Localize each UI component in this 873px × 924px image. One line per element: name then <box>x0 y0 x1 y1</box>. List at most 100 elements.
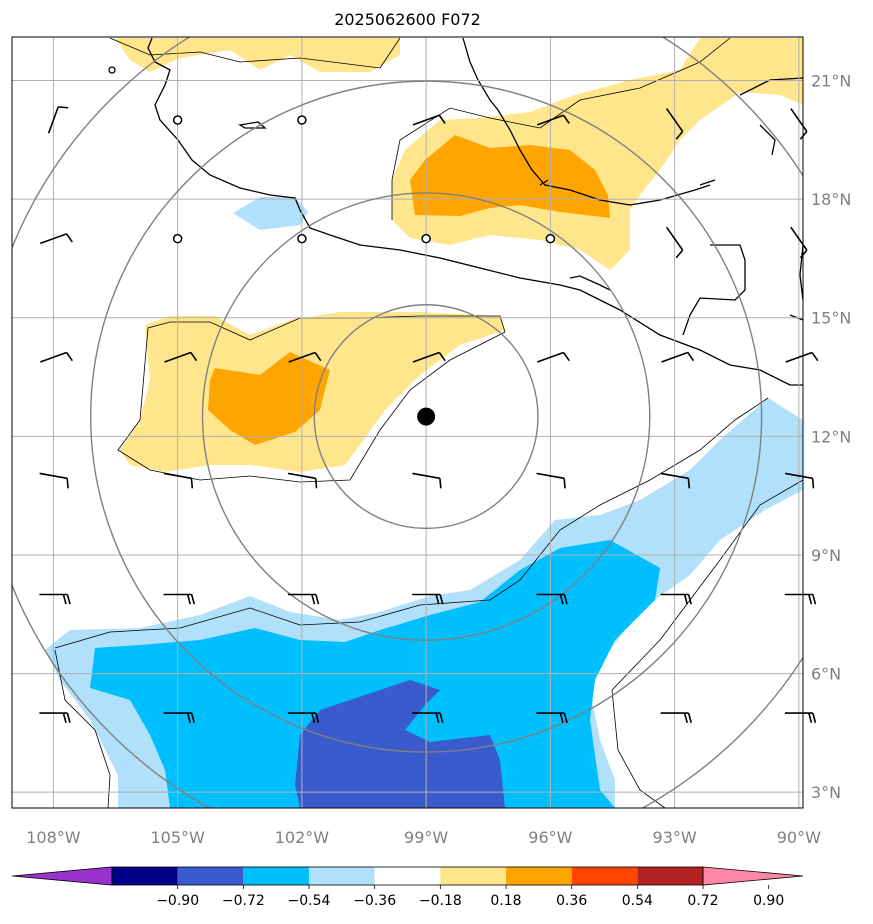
colorbar-segment <box>506 867 572 885</box>
map-frame <box>11 36 804 809</box>
calm-station-marker <box>297 233 307 244</box>
coast-yucatan-east <box>759 124 776 156</box>
range-ring-1 <box>201 192 651 641</box>
wind-barb <box>536 114 570 126</box>
wind-barb <box>287 472 318 489</box>
wind-barb <box>412 114 446 126</box>
colorbar-segment <box>112 867 178 885</box>
calm-station-marker <box>545 233 556 244</box>
coast-tabasco <box>569 275 611 291</box>
colorbar-segment <box>374 867 441 885</box>
lon-tick-label: 99°W <box>404 828 448 847</box>
map-title: 2025062600 F072 <box>334 10 481 29</box>
lat-tick-label: 12°N <box>811 427 851 446</box>
fill-negative-light-small <box>233 197 308 230</box>
wind-barb <box>287 593 320 605</box>
island-small <box>108 66 116 74</box>
thin-contours <box>54 37 804 809</box>
contour-south <box>54 397 769 649</box>
lat-tick-label: 18°N <box>811 190 851 209</box>
lat-tick-label: 21°N <box>811 71 851 90</box>
calm-stations <box>172 115 556 244</box>
wind-barb <box>412 472 442 489</box>
wind-barb <box>784 712 817 723</box>
lon-tick-label: 102°W <box>275 828 330 847</box>
colorbar-tick-label: 0.72 <box>687 893 718 909</box>
range-ring-0 <box>313 304 539 530</box>
colorbar-tick-label: −0.90 <box>156 893 199 909</box>
calm-station-marker <box>172 115 183 125</box>
fill-positive-medium-west <box>208 352 330 445</box>
wind-barb <box>660 472 691 489</box>
range-ring-2 <box>89 80 763 753</box>
contour-sw <box>54 649 111 809</box>
range-rings <box>12 37 803 808</box>
wind-barb <box>412 593 444 605</box>
wind-barb <box>412 351 446 363</box>
storm-center-marker <box>417 407 436 426</box>
colorbar-segment <box>243 867 309 885</box>
colorbar-tick-label: −0.54 <box>288 893 331 909</box>
colorbar-segment <box>440 867 506 885</box>
wind-barb <box>785 351 819 363</box>
coastline-gulf <box>462 37 711 206</box>
colorbar-segment <box>571 867 638 885</box>
calm-station-marker <box>421 233 431 244</box>
lon-tick-label: 105°W <box>150 828 205 847</box>
lon-tick-label: 90°W <box>777 828 821 847</box>
wind-barb <box>665 226 684 259</box>
colorbar-tick-label: −0.18 <box>419 893 462 909</box>
wind-barb <box>412 712 444 723</box>
wind-barb <box>288 351 322 363</box>
wind-barb <box>784 593 817 605</box>
contour-west <box>117 315 506 483</box>
wind-barb <box>39 233 73 245</box>
wind-barb <box>164 351 198 363</box>
colorbar-extend-high <box>702 866 804 886</box>
coastline-gulf-islands <box>539 179 716 186</box>
lat-tick-label: 15°N <box>811 309 851 328</box>
fill-positive-light-north <box>115 38 400 72</box>
wind-barb <box>39 351 73 363</box>
lon-tick-label: 96°W <box>528 828 572 847</box>
wind-barb <box>660 593 692 605</box>
wind-barbs <box>39 106 819 723</box>
coastline-central-america <box>682 244 804 336</box>
wind-barb <box>784 472 815 489</box>
lon-tick-label: 108°W <box>26 828 81 847</box>
wind-barb <box>39 712 71 723</box>
fill-positive-medium-ne <box>410 135 610 218</box>
wind-barb <box>39 472 69 489</box>
contour-south2 <box>611 479 804 809</box>
colorbar-segment <box>177 867 244 885</box>
wind-barb <box>665 108 684 140</box>
wind-barb <box>287 712 320 723</box>
calm-station-marker <box>297 115 307 125</box>
lat-tick-label: 3°N <box>811 783 841 802</box>
island-baja <box>238 121 267 129</box>
colorbar-tick-label: 0.36 <box>556 893 587 909</box>
colorbar-tick-label: −0.36 <box>353 893 396 909</box>
longitude-labels: 108°W 105°W 102°W 99°W 96°W 93°W 90°W <box>26 828 821 847</box>
wind-barb <box>790 226 808 259</box>
latitude-labels: 3°N 6°N 9°N 12°N 15°N 18°N 21°N <box>811 71 851 802</box>
colorbar: −0.90 −0.72 −0.54 −0.36 −0.18 0.18 0.36 0.54 0.7… <box>11 866 804 909</box>
colorbar-frame <box>111 866 704 886</box>
calm-station-marker <box>172 233 183 244</box>
storm-center <box>417 407 436 426</box>
fill-negative-strong-south <box>295 680 505 808</box>
coastline-mexico-pacific <box>147 37 803 386</box>
wind-barb <box>39 593 71 605</box>
lat-tick-label: 6°N <box>811 665 841 684</box>
contour-ne <box>391 37 731 220</box>
fill-positive-light-ne <box>392 38 803 270</box>
wind-barb <box>660 712 692 723</box>
wind-barb <box>536 351 570 363</box>
wind-barb <box>790 108 808 140</box>
wind-barb <box>536 712 568 723</box>
colorbar-extend-low <box>11 866 113 886</box>
colorbar-segment <box>637 867 703 885</box>
wind-barb <box>47 106 69 134</box>
colorbar-tick-label: 0.90 <box>753 893 784 909</box>
colorbar-tick-label: 0.54 <box>622 893 653 909</box>
